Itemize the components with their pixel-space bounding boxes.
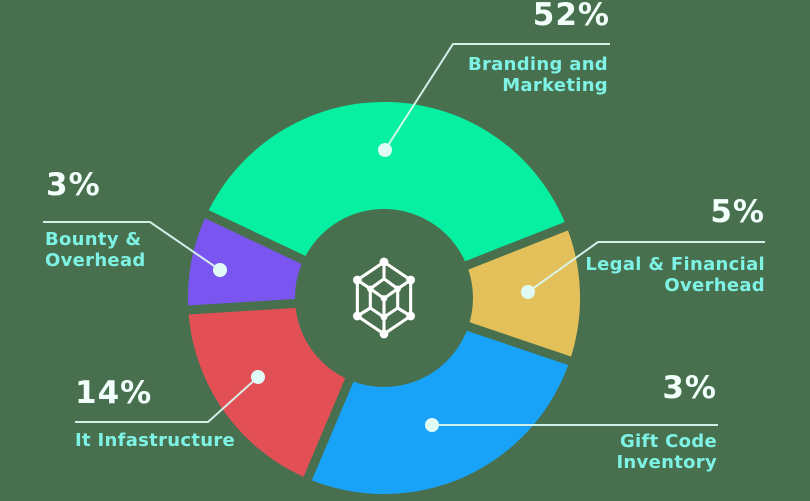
slice-separator bbox=[178, 298, 307, 316]
label-line: Marketing bbox=[502, 75, 608, 96]
slice-bounty-and-overhead bbox=[188, 214, 304, 310]
callout-dot-it-infastructure bbox=[251, 370, 265, 384]
callout-line-bounty-and-overhead bbox=[43, 221, 221, 271]
label-branding-and-marketing: Branding and Marketing bbox=[468, 54, 608, 96]
callout-dot-gift-code-inventory bbox=[425, 418, 439, 432]
label-line: Overhead bbox=[45, 250, 146, 271]
label-line: Legal & Financial bbox=[585, 254, 765, 275]
callout-dot-branding-and-marketing bbox=[378, 143, 392, 157]
label-line: Bounty & bbox=[45, 229, 142, 250]
label-bounty-and-overhead: Bounty & Overhead bbox=[45, 229, 146, 271]
label-legal-and-financial-overhead: Legal & Financial Overhead bbox=[585, 254, 765, 296]
percent-gift-code-inventory: 3% bbox=[662, 370, 717, 406]
callout-dot-bounty-and-overhead bbox=[213, 263, 227, 277]
label-it-infastructure: It Infastructure bbox=[75, 430, 235, 451]
callout-dot-legal-and-financial-overhead bbox=[521, 285, 535, 299]
callout-line-legal-and-financial-overhead bbox=[527, 241, 765, 293]
slice-separator bbox=[456, 318, 581, 369]
slice-separator bbox=[299, 368, 358, 490]
slice-separator bbox=[454, 218, 578, 274]
slice-separator bbox=[195, 205, 316, 269]
label-gift-code-inventory: Gift Code Inventory bbox=[616, 431, 717, 473]
percent-branding-and-marketing: 52% bbox=[532, 0, 610, 33]
label-line: It Infastructure bbox=[75, 430, 236, 451]
slice-gift-code-inventory bbox=[307, 326, 570, 495]
blockchain-cube-network-icon bbox=[352, 257, 416, 339]
label-line: Gift Code bbox=[619, 431, 717, 452]
label-line: Overhead bbox=[664, 275, 765, 296]
label-line: Inventory bbox=[616, 452, 717, 473]
label-line: Branding and bbox=[467, 54, 608, 75]
percent-legal-and-financial-overhead: 5% bbox=[710, 194, 765, 230]
percent-it-infastructure: 14% bbox=[75, 375, 153, 411]
slice-branding-and-marketing bbox=[206, 101, 567, 266]
callout-line-branding-and-marketing bbox=[384, 43, 610, 151]
percent-bounty-and-overhead: 3% bbox=[46, 167, 101, 203]
slice-it-infastructure bbox=[188, 303, 350, 479]
callout-line-it-infastructure bbox=[75, 376, 259, 423]
